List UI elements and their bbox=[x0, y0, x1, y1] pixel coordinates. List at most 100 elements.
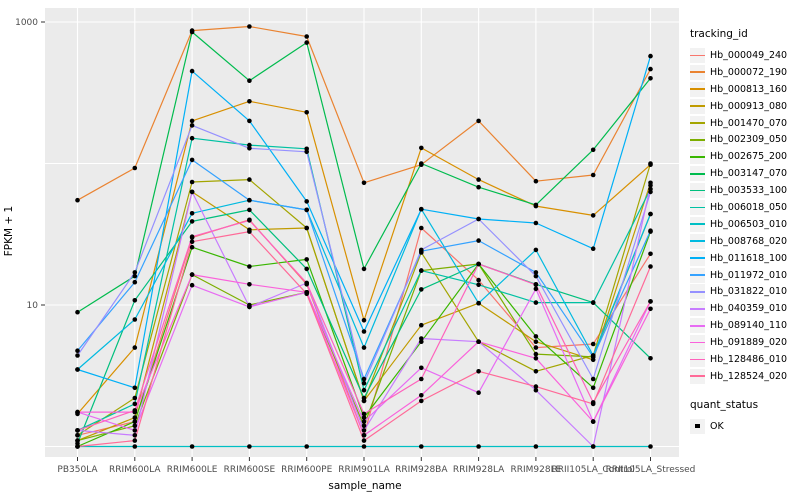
data-point bbox=[247, 207, 252, 213]
data-point bbox=[648, 306, 653, 312]
data-point bbox=[247, 24, 252, 29]
y-axis-title: FPKM + 1 bbox=[3, 205, 15, 257]
x-tick-label: RRIM600LA bbox=[109, 465, 161, 475]
legend-key-swatch bbox=[690, 166, 705, 182]
data-point bbox=[419, 376, 424, 382]
data-point bbox=[189, 118, 195, 124]
data-point bbox=[304, 34, 310, 39]
legend-item-label: Hb_040359_010 bbox=[710, 303, 788, 315]
x-tick-label: RRIM600PE bbox=[281, 465, 333, 475]
legend-key-line bbox=[690, 240, 705, 243]
data-point bbox=[247, 282, 252, 287]
data-point bbox=[189, 234, 195, 239]
data-point bbox=[361, 423, 367, 429]
data-point bbox=[476, 339, 481, 345]
legend-item-label: Hb_089140_110 bbox=[710, 320, 788, 332]
legend-item-label: Hb_128486_010 bbox=[710, 353, 788, 365]
legend-key-line bbox=[690, 307, 705, 310]
legend-key-line bbox=[690, 223, 705, 226]
data-point bbox=[419, 225, 424, 231]
data-point bbox=[189, 282, 195, 288]
legend-item-label: Hb_003533_100 bbox=[710, 185, 788, 197]
legend-key-line bbox=[690, 257, 705, 260]
data-point bbox=[476, 177, 481, 182]
data-point bbox=[304, 40, 310, 45]
data-point bbox=[648, 161, 653, 166]
legend-key-swatch bbox=[690, 233, 705, 249]
data-point bbox=[476, 390, 481, 396]
data-point bbox=[361, 444, 367, 449]
data-point bbox=[132, 419, 138, 424]
data-point bbox=[247, 264, 252, 269]
legend-quant-items: OK bbox=[690, 418, 798, 435]
data-point bbox=[132, 395, 138, 401]
data-point bbox=[419, 398, 424, 404]
legend-key-line bbox=[690, 88, 705, 91]
data-point bbox=[361, 411, 367, 417]
data-point bbox=[419, 247, 424, 253]
data-point bbox=[590, 341, 596, 347]
legend-item: Hb_011618_100 bbox=[690, 250, 798, 267]
data-point bbox=[361, 438, 367, 443]
legend-title-quant-status: quant_status bbox=[690, 398, 759, 411]
data-point bbox=[648, 211, 653, 217]
data-point bbox=[361, 318, 367, 323]
data-point bbox=[476, 261, 481, 267]
legend-key-line bbox=[690, 172, 705, 175]
data-point bbox=[132, 423, 138, 429]
data-point bbox=[361, 415, 367, 420]
legend-key-swatch bbox=[690, 47, 705, 63]
data-point bbox=[590, 354, 596, 360]
legend-item: Hb_000913_080 bbox=[690, 98, 798, 115]
data-point bbox=[533, 282, 539, 288]
data-point bbox=[533, 270, 539, 275]
x-tick-label: PB350LA bbox=[57, 465, 98, 475]
legend-title-tracking-id: tracking_id bbox=[690, 28, 748, 40]
data-point bbox=[590, 419, 596, 424]
data-point bbox=[590, 213, 596, 218]
legend-key-point bbox=[695, 423, 700, 429]
data-point bbox=[361, 387, 367, 393]
data-point bbox=[361, 376, 367, 382]
legend-key-line bbox=[690, 189, 705, 192]
data-point bbox=[75, 428, 80, 433]
legend-item-label: Hb_000913_080 bbox=[710, 100, 788, 112]
data-point bbox=[419, 161, 424, 166]
data-point bbox=[247, 177, 252, 182]
legend-key-swatch bbox=[690, 216, 705, 232]
data-point bbox=[189, 179, 195, 185]
legend-item-label: Hb_006503_010 bbox=[710, 218, 788, 230]
data-point bbox=[189, 244, 195, 250]
legend-key-line bbox=[690, 105, 705, 107]
data-point bbox=[361, 428, 367, 433]
data-point bbox=[132, 345, 138, 350]
data-point bbox=[75, 197, 80, 203]
data-point bbox=[476, 369, 481, 374]
legend-section-quant-status: quant_status OK bbox=[690, 399, 798, 435]
legend-key-line bbox=[690, 138, 705, 141]
data-point bbox=[132, 270, 138, 275]
data-point bbox=[361, 266, 367, 272]
data-point bbox=[533, 202, 539, 208]
data-point bbox=[533, 273, 539, 279]
data-point bbox=[419, 444, 424, 449]
legend-key-swatch bbox=[690, 335, 705, 351]
data-point bbox=[247, 229, 252, 234]
data-point bbox=[533, 384, 539, 389]
legend-item-label: Hb_002675_200 bbox=[710, 151, 788, 163]
legend-key-line bbox=[690, 274, 705, 276]
data-point bbox=[361, 380, 367, 386]
data-point bbox=[533, 369, 539, 374]
legend-items: Hb_000049_240 Hb_000072_190 Hb_000813_160 H… bbox=[690, 47, 798, 385]
legend-key-line bbox=[690, 375, 705, 378]
legend-key-line bbox=[690, 341, 705, 344]
legend-item: Hb_003533_100 bbox=[690, 182, 798, 199]
legend-item: Hb_128524_020 bbox=[690, 368, 798, 385]
data-point bbox=[247, 146, 252, 151]
data-point bbox=[648, 444, 653, 449]
legend-key-swatch bbox=[690, 149, 705, 165]
x-tick-label: RRIM600LE bbox=[167, 465, 218, 475]
legend-key-swatch bbox=[690, 368, 705, 384]
data-point bbox=[132, 273, 138, 279]
